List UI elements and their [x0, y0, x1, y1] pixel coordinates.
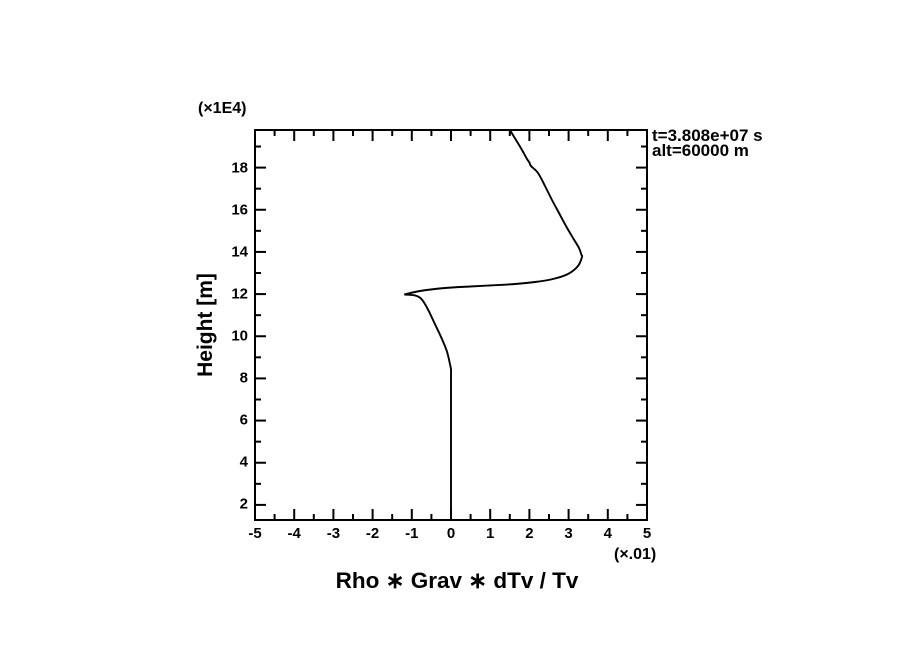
svg-text:-5: -5 — [248, 525, 261, 542]
svg-text:2: 2 — [240, 496, 248, 513]
svg-text:18: 18 — [231, 160, 248, 177]
svg-text:10: 10 — [231, 328, 248, 345]
svg-text:-1: -1 — [405, 525, 418, 542]
svg-text:-2: -2 — [366, 525, 379, 542]
svg-text:8: 8 — [240, 370, 248, 387]
svg-text:5: 5 — [643, 525, 651, 542]
svg-text:3: 3 — [564, 525, 572, 542]
svg-text:alt=60000 m: alt=60000 m — [652, 141, 749, 160]
svg-text:16: 16 — [231, 202, 248, 219]
svg-text:14: 14 — [231, 244, 248, 261]
svg-text:12: 12 — [231, 286, 248, 303]
svg-text:Height [m]: Height [m] — [194, 273, 217, 377]
svg-text:0: 0 — [447, 525, 455, 542]
svg-text:-4: -4 — [288, 525, 302, 542]
svg-text:(×.01): (×.01) — [614, 546, 656, 563]
svg-text:Rho ∗ Grav ∗ dTv / Tv: Rho ∗ Grav ∗ dTv / Tv — [336, 568, 579, 593]
svg-text:(×1E4): (×1E4) — [198, 100, 246, 117]
svg-text:1: 1 — [486, 525, 494, 542]
svg-text:4: 4 — [604, 525, 613, 542]
svg-text:2: 2 — [525, 525, 533, 542]
svg-text:6: 6 — [240, 412, 248, 429]
svg-text:4: 4 — [240, 454, 249, 471]
svg-text:-3: -3 — [327, 525, 340, 542]
